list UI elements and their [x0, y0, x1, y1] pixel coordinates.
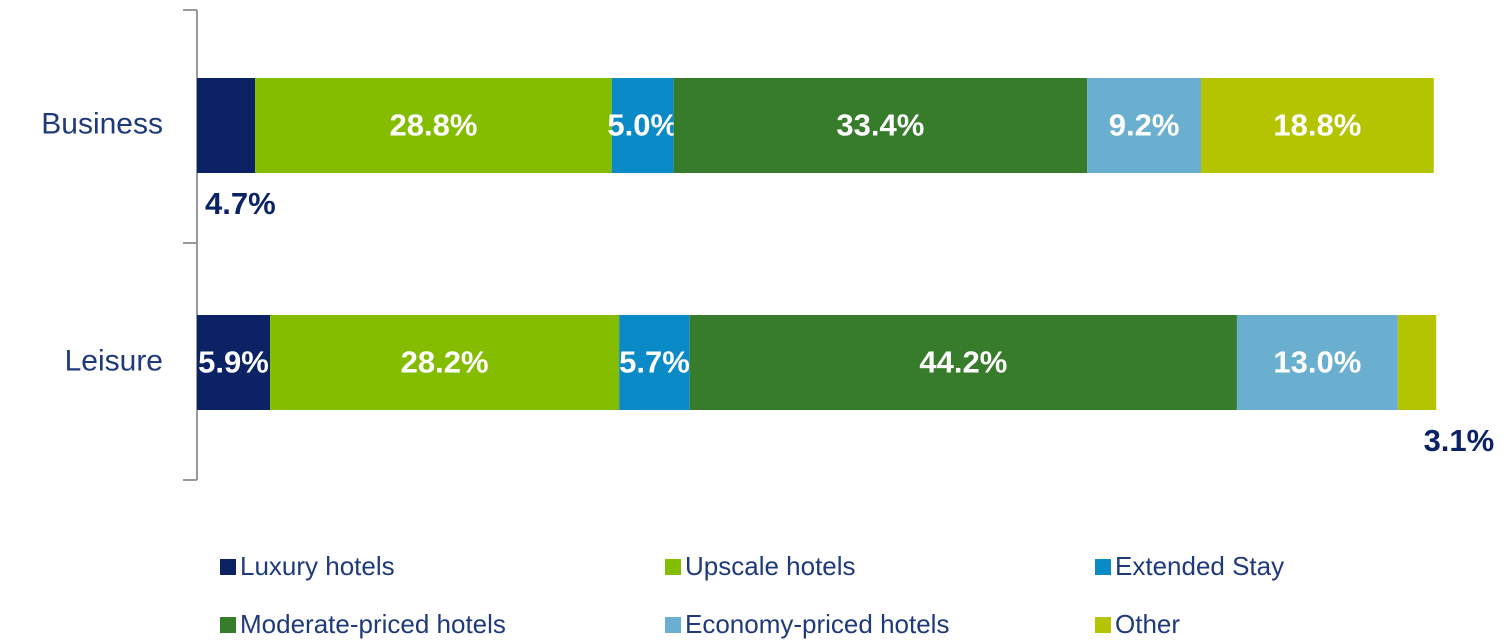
data-label: 33.4% [836, 108, 924, 143]
data-label: 5.7% [619, 345, 690, 380]
bar-segment [611, 78, 674, 173]
legend-swatch [1095, 559, 1111, 575]
data-label: 44.2% [919, 345, 1007, 380]
bar-segment [1087, 78, 1202, 173]
category-axis [183, 9, 198, 481]
legend-swatch [220, 617, 236, 633]
data-label: 3.1% [1424, 423, 1495, 458]
bar-segment [689, 315, 1237, 410]
data-label: 28.2% [401, 345, 489, 380]
category-label: Business [41, 107, 163, 140]
legend-label: Upscale hotels [685, 551, 856, 581]
legend-swatch [220, 559, 236, 575]
data-label: 5.0% [607, 108, 678, 143]
legend-label: Luxury hotels [240, 551, 395, 581]
legend-label: Extended Stay [1115, 551, 1284, 581]
data-label: 28.8% [390, 108, 478, 143]
legend-swatch [665, 617, 681, 633]
legend-label: Other [1115, 609, 1180, 639]
bar-segment [270, 315, 620, 410]
data-label: 18.8% [1273, 108, 1361, 143]
data-label: 9.2% [1109, 108, 1180, 143]
bar-segment [619, 315, 690, 410]
bar-segment [1201, 78, 1434, 173]
category-label: Leisure [65, 344, 163, 377]
legend-label: Moderate-priced hotels [240, 609, 506, 639]
data-label: 13.0% [1273, 345, 1361, 380]
bar-segment [197, 315, 271, 410]
bar-segment [255, 78, 612, 173]
legend-swatch [665, 559, 681, 575]
bar-segment [673, 78, 1088, 173]
data-label: 5.9% [198, 345, 269, 380]
bar-segment [1236, 315, 1398, 410]
data-label: 4.7% [205, 186, 276, 221]
legend-label: Economy-priced hotels [685, 609, 949, 639]
bar-segment [1397, 315, 1437, 410]
legend-swatch [1095, 617, 1111, 633]
bar-segment [197, 78, 256, 173]
